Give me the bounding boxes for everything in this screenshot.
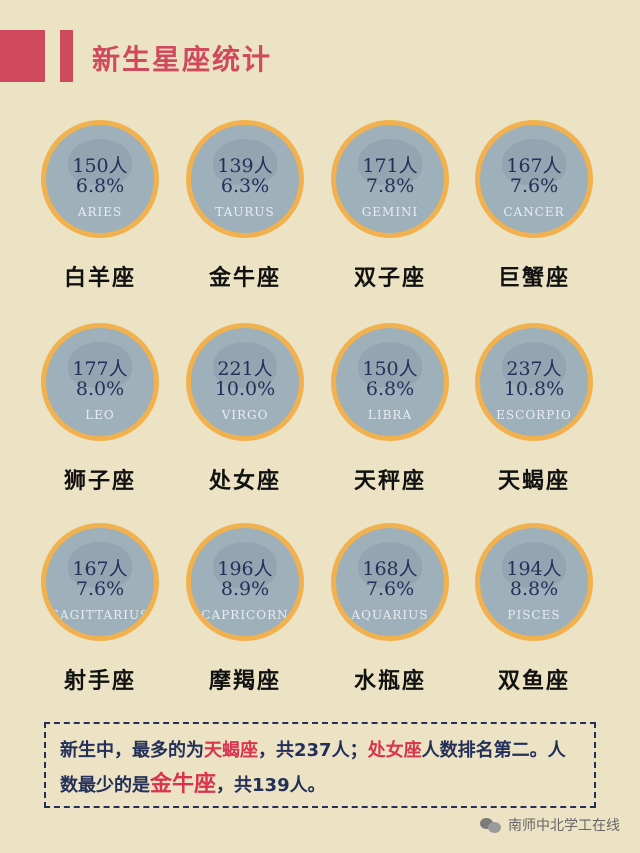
sign-percent: 7.6% — [365, 578, 415, 600]
zodiac-card: 139人 6.3% TAURUS 金牛座 — [183, 120, 323, 320]
sign-count: 168人 — [362, 558, 418, 580]
zodiac-card: 167人 7.6% CANCER 巨蟹座 — [472, 120, 612, 320]
sign-name: 水瓶座 — [353, 669, 426, 694]
zodiac-card: 150人 6.8% ARIES 白羊座 — [38, 120, 178, 320]
pisces-icon — [502, 542, 566, 588]
zodiac-medal: 168人 7.6% AQUARIUS — [331, 523, 449, 641]
zodiac-card: 150人 6.8% LIBRA 天秤座 — [328, 323, 468, 523]
accent-bar-thin — [60, 30, 73, 82]
sign-name: 双鱼座 — [497, 669, 570, 694]
summary-highlight-least: 金牛座 — [150, 772, 217, 797]
sign-percent: 6.8% — [75, 175, 125, 197]
sign-count: 167人 — [72, 558, 128, 580]
summary-text: 新生中，最多的为 — [60, 740, 204, 761]
zodiac-card: 221人 10.0% VIRGO 处女座 — [183, 323, 323, 523]
zodiac-medal: 139人 6.3% TAURUS — [186, 120, 304, 238]
capricorn-icon — [213, 542, 277, 588]
sign-count: 237人 — [506, 358, 562, 380]
sign-percent: 7.6% — [75, 578, 125, 600]
sign-latin-name: ARIES — [77, 205, 123, 219]
sign-count: 221人 — [217, 358, 273, 380]
sign-latin-name: LIBRA — [367, 408, 413, 422]
aries-icon — [68, 139, 132, 185]
sign-percent: 7.8% — [365, 175, 415, 197]
cancer-icon — [502, 139, 566, 185]
zodiac-medal: 196人 8.9% CAPRICORN — [186, 523, 304, 641]
zodiac-medal: 237人 10.8% ESCORPIO — [475, 323, 593, 441]
sign-name: 巨蟹座 — [497, 266, 570, 291]
zodiac-medal: 171人 7.8% GEMINI — [331, 120, 449, 238]
zodiac-card: 167人 7.6% SAGITTARIUS 射手座 — [38, 523, 178, 723]
sign-name: 射手座 — [63, 669, 136, 694]
zodiac-card: 196人 8.9% CAPRICORN 摩羯座 — [183, 523, 323, 723]
page-title: 新生星座统计 — [92, 43, 273, 76]
sign-count: 194人 — [506, 558, 562, 580]
zodiac-medal: 150人 6.8% LIBRA — [331, 323, 449, 441]
wechat-icon — [480, 816, 502, 834]
sign-latin-name: SAGITTARIUS — [50, 608, 150, 622]
summary-box: 新生中，最多的为天蝎座，共237人；处女座人数排名第二。人数最少的是金牛座，共1… — [44, 722, 596, 808]
sign-percent: 7.6% — [509, 175, 559, 197]
sign-name: 摩羯座 — [208, 669, 281, 694]
sign-percent: 10.0% — [214, 378, 276, 400]
sagittarius-icon — [68, 542, 132, 588]
virgo-icon — [213, 342, 277, 388]
summary-text: ，共237人； — [258, 740, 368, 761]
gemini-icon — [358, 139, 422, 185]
summary-highlight-second: 处女座 — [367, 740, 422, 761]
zodiac-card: 168人 7.6% AQUARIUS 水瓶座 — [328, 523, 468, 723]
zodiac-medal: 167人 7.6% CANCER — [475, 120, 593, 238]
taurus-icon — [213, 139, 277, 185]
zodiac-medal: 221人 10.0% VIRGO — [186, 323, 304, 441]
sign-percent: 8.9% — [220, 578, 270, 600]
sign-count: 171人 — [362, 155, 418, 177]
accent-bar — [0, 30, 45, 82]
zodiac-card: 237人 10.8% ESCORPIO 天蝎座 — [472, 323, 612, 523]
sign-latin-name: PISCES — [507, 608, 561, 622]
sign-percent: 8.8% — [509, 578, 559, 600]
sign-name: 狮子座 — [63, 469, 136, 494]
sign-count: 150人 — [362, 358, 418, 380]
zodiac-card: 177人 8.0% LEO 狮子座 — [38, 323, 178, 523]
zodiac-card: 171人 7.8% GEMINI 双子座 — [328, 120, 468, 320]
sign-percent: 6.3% — [220, 175, 270, 197]
sign-name: 双子座 — [353, 266, 426, 291]
sign-name: 天蝎座 — [497, 469, 570, 494]
sign-count: 177人 — [72, 358, 128, 380]
sign-percent: 10.8% — [503, 378, 565, 400]
sign-latin-name: CAPRICORN — [201, 608, 289, 622]
sign-name: 金牛座 — [208, 266, 281, 291]
summary-highlight-most: 天蝎座 — [204, 740, 258, 761]
sign-percent: 8.0% — [75, 378, 125, 400]
summary-text: 人数排名第二。人数最少的是 — [60, 740, 566, 796]
scorpio-icon — [502, 342, 566, 388]
sign-name: 处女座 — [208, 469, 281, 494]
sign-latin-name: GEMINI — [361, 205, 419, 219]
sign-name: 白羊座 — [63, 266, 136, 291]
libra-icon — [358, 342, 422, 388]
sign-latin-name: AQUARIUS — [351, 608, 429, 622]
footer-watermark: 南师中北学工在线 — [480, 815, 620, 835]
sign-latin-name: TAURUS — [215, 205, 275, 219]
sign-count: 139人 — [217, 155, 273, 177]
sign-latin-name: LEO — [85, 408, 115, 422]
sign-latin-name: ESCORPIO — [496, 408, 572, 422]
aquarius-icon — [358, 542, 422, 588]
header: 新生星座统计 — [0, 30, 640, 82]
sign-latin-name: VIRGO — [221, 408, 269, 422]
zodiac-medal: 167人 7.6% SAGITTARIUS — [41, 523, 159, 641]
leo-icon — [68, 342, 132, 388]
sign-percent: 6.8% — [365, 378, 415, 400]
sign-count: 196人 — [217, 558, 273, 580]
footer-text: 南师中北学工在线 — [508, 818, 620, 834]
zodiac-medal: 150人 6.8% ARIES — [41, 120, 159, 238]
zodiac-medal: 177人 8.0% LEO — [41, 323, 159, 441]
sign-count: 150人 — [72, 155, 128, 177]
sign-latin-name: CANCER — [503, 205, 565, 219]
zodiac-medal: 194人 8.8% PISCES — [475, 523, 593, 641]
zodiac-card: 194人 8.8% PISCES 双鱼座 — [472, 523, 612, 723]
sign-name: 天秤座 — [353, 469, 426, 494]
sign-count: 167人 — [506, 155, 562, 177]
summary-text: ，共139人。 — [216, 775, 326, 796]
